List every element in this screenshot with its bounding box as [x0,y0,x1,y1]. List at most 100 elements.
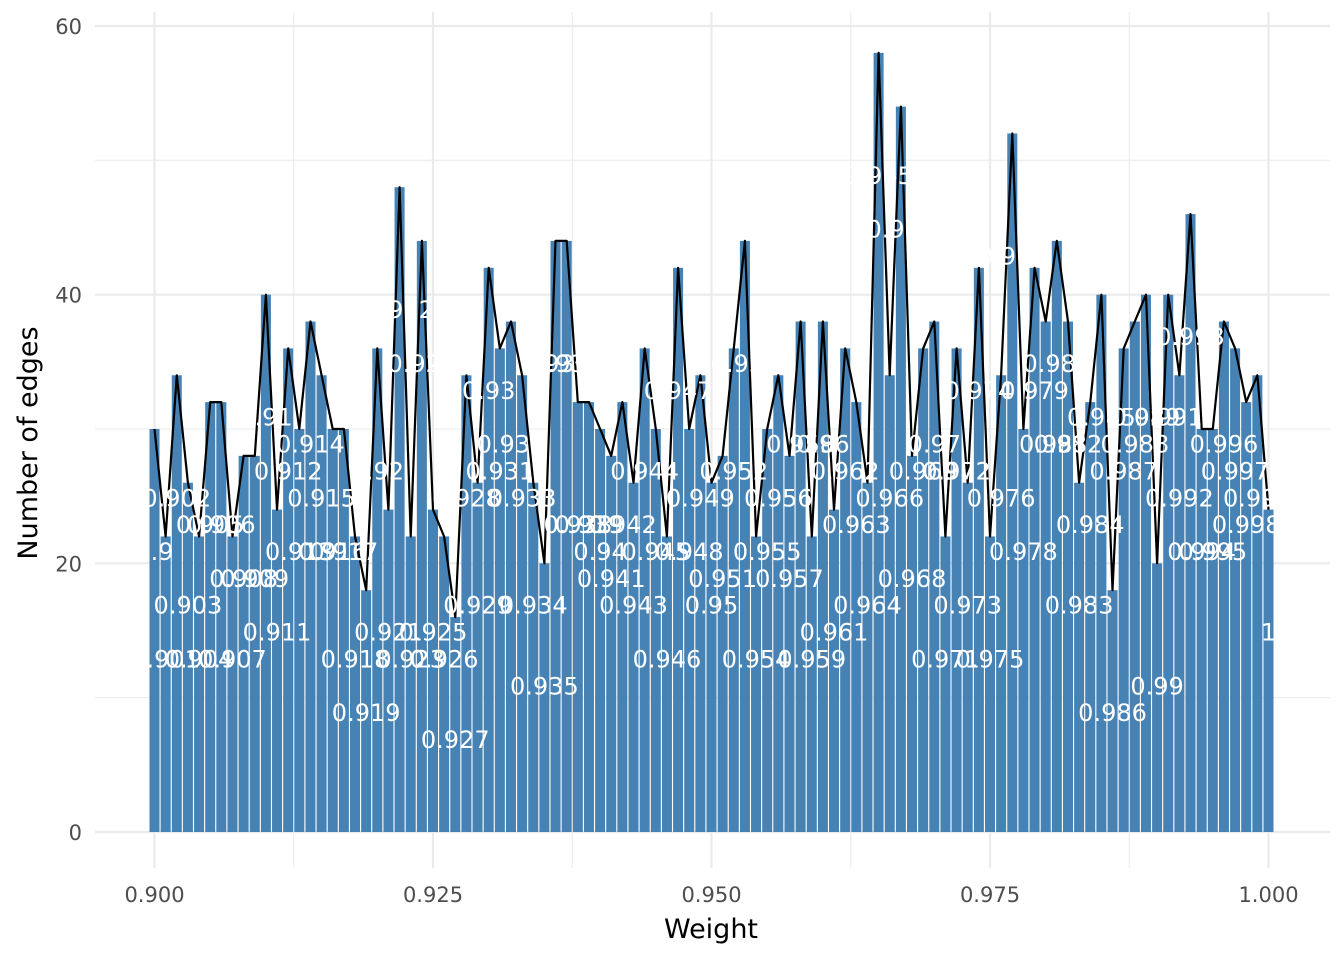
bar [439,536,450,832]
bar-label: 0.944 [610,457,679,485]
bar [149,429,160,832]
bar-label: 0.971 [911,645,980,673]
bar [795,321,806,832]
bar-label: 0.932 [477,431,546,459]
bar-label: 0.998 [1212,511,1281,539]
bar-label: 0.986 [1078,699,1147,727]
bar-label: 0.953 [711,350,780,378]
bar [973,267,984,832]
bar [873,52,884,833]
bar [1263,509,1274,832]
bar [650,429,661,832]
bar [739,240,750,832]
bar [1185,214,1196,833]
bar-label: 0.904 [165,645,234,673]
bar-label: 0.914 [276,431,345,459]
bar-label: 0.97 [908,431,961,459]
bar [272,509,283,832]
bar [606,455,617,832]
bar [294,429,305,832]
bar [862,482,873,832]
bar-label: 0.991 [1134,404,1203,432]
bar-label: 0.917 [310,538,379,566]
bar [327,429,338,832]
bar-label: 0.901 [131,645,200,673]
bar [673,267,684,832]
bar [706,482,717,832]
bar [1096,294,1107,833]
bar [918,348,929,832]
bar [1118,348,1129,832]
bar-label: 0.95 [685,592,738,620]
bar-label: 0.936 [521,350,590,378]
bar-label: 0.925 [399,619,468,647]
bar-label: 0.93 [462,377,515,405]
bar-label: 0.947 [644,377,713,405]
bar [951,348,962,832]
bar-label: 0.951 [688,565,757,593]
bar-label: 0.946 [633,645,702,673]
bar [628,482,639,832]
bar-label: 0.989 [1112,404,1181,432]
bar [1140,294,1151,833]
bar [450,617,461,832]
bar-label: 0.985 [1067,404,1136,432]
bar [572,402,583,832]
bar-label: 0.959 [777,645,846,673]
bar-label: 0.935 [510,672,579,700]
bar [260,294,271,833]
bar-label: 0.955 [733,538,802,566]
bar [539,563,550,832]
bar-label: 0.941 [577,565,646,593]
bar [205,402,216,832]
bar-labels: 0.90.9010.9020.9030.9040.9050.9060.9070.… [131,162,1291,754]
bar [639,348,650,832]
bar [617,402,628,832]
bar-label: 0.905 [176,511,245,539]
bar-label: 0.966 [855,484,924,512]
bar-label: 0.962 [811,457,880,485]
bar-label: 0.907 [198,645,267,673]
x-axis-ticks: 0.900 0.925 0.950 0.975 1.000 [124,883,1298,907]
bar [1252,375,1263,832]
bar [1129,321,1140,832]
bar-label: 0.96 [796,431,849,459]
bar-label: 0.977 [978,242,1047,270]
bar-label: 0.927 [421,726,490,754]
bar [907,455,918,832]
bar-label: 0.973 [933,592,1002,620]
bar [728,348,739,832]
bar-label: 0.939 [555,511,624,539]
bar-label: 0.919 [332,699,401,727]
bar-label: 0.954 [722,645,791,673]
y-axis-title: Number of edges [13,326,44,559]
bar [227,536,238,832]
bar [405,536,416,832]
bar-label: 0.963 [822,511,891,539]
bar-label: 0.908 [209,565,278,593]
y-tick-label: 40 [55,284,82,308]
bar [316,375,327,832]
bar [338,429,349,832]
bar-label: 0.926 [410,645,479,673]
bar [984,536,996,832]
bar-label: 0.931 [465,457,534,485]
bar-label: 0.992 [1145,484,1214,512]
bar-label: 0.942 [588,511,657,539]
bar [695,375,706,832]
bar [160,536,171,832]
bar [829,509,840,832]
bar-label: 0.949 [666,484,735,512]
bar [1163,294,1174,833]
bar [784,455,795,832]
bar-label: 0.968 [878,565,947,593]
bar-label: 0.997 [1201,457,1270,485]
bar [884,375,895,832]
bar [472,482,483,832]
bar-label: 0.933 [488,484,557,512]
y-tick-label: 0 [69,821,82,845]
bar [561,240,572,832]
bar [1007,133,1018,832]
bar [661,536,672,832]
bar [1074,482,1085,832]
